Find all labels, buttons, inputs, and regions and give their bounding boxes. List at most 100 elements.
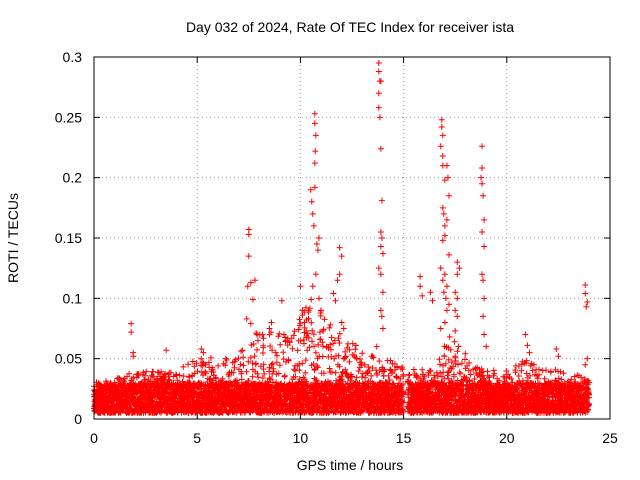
data-point [446,251,453,258]
data-point [247,320,254,327]
data-point [377,307,384,314]
data-point [454,295,461,302]
data-point [268,319,275,326]
x-tick-label: 20 [499,430,515,446]
data-point [441,232,448,239]
data-point [443,307,450,314]
data-point [375,68,382,75]
data-point [128,329,135,336]
data-point [379,250,386,257]
data-point [582,361,589,368]
data-point [312,148,319,155]
data-point [307,186,314,193]
data-point [583,303,590,310]
data-point [338,253,345,260]
x-axis-label: GPS time / hours [297,457,404,473]
data-point [480,313,487,320]
data-point [441,319,448,326]
data-point [315,235,322,241]
data-point [377,78,384,85]
data-point [522,331,529,338]
data-point [452,327,459,334]
data-point [312,132,319,139]
data-point [245,253,252,260]
y-tick-label: 0.3 [63,49,83,65]
x-tick-label: 25 [602,430,618,446]
data-point [440,210,447,217]
tick-labels: 0 5 10 15 20 25 0 0.05 0.1 0.15 0.2 0.25 0.3 [55,49,618,446]
y-tick-label: 0 [74,411,82,427]
data-point [377,228,384,235]
data-point [377,243,384,250]
data-point [315,295,322,302]
data-point [439,237,446,244]
data-point [479,271,486,278]
data-point [452,307,459,314]
data-point [456,265,463,272]
axis-ticks [93,56,611,420]
data-point [481,331,488,338]
data-point [244,283,251,290]
x-tick-label: 5 [193,430,201,446]
data-point [440,289,447,296]
x-tick-label: 0 [90,430,98,446]
x-tick-label: 10 [293,430,309,446]
data-point [439,204,446,211]
data-point [481,243,488,250]
data-point [297,283,304,290]
data-point [479,143,486,150]
data-point [454,313,461,320]
data-point [375,90,382,97]
data-point [444,174,451,181]
data-point [247,279,254,286]
data-point [378,197,385,204]
data-point [441,271,448,278]
y-tick-label: 0.2 [63,170,83,186]
data-point [417,273,424,280]
data-point [479,165,486,172]
data-point [251,277,258,284]
data-point [299,307,306,314]
data-point [446,192,453,199]
data-point [481,216,488,223]
data-point [334,277,341,284]
data-point [429,297,436,304]
data-point [373,343,380,350]
data-point [481,295,488,302]
data-point [443,162,450,169]
data-point [379,289,386,296]
data-point [483,343,490,350]
data-point [584,355,591,362]
data-point [311,184,318,191]
data-point [377,145,384,152]
data-point [163,347,170,354]
data-point [439,277,446,284]
data-point [446,301,453,308]
data-point [419,292,426,299]
data-point [582,282,589,289]
data-point [336,244,343,251]
data-point [439,132,446,139]
data-point [437,325,444,332]
data-point [479,228,486,235]
data-point [379,325,386,332]
background-sample-cloud [91,296,593,416]
y-tick-label: 0.1 [63,290,83,306]
data-point [480,192,487,199]
data-point [313,241,320,248]
data-point [443,283,450,290]
data-point [524,342,531,349]
data-points [128,60,591,368]
grid-lines [94,57,610,419]
data-point [417,283,424,290]
data-point [303,317,310,324]
data-point [338,319,345,326]
data-point [254,331,261,338]
y-axis-label: ROTI / TECUs [5,193,21,283]
data-point [245,231,252,238]
data-point [438,123,445,130]
x-tick-label: 15 [396,430,412,446]
data-point [555,353,562,360]
data-point [320,327,327,334]
